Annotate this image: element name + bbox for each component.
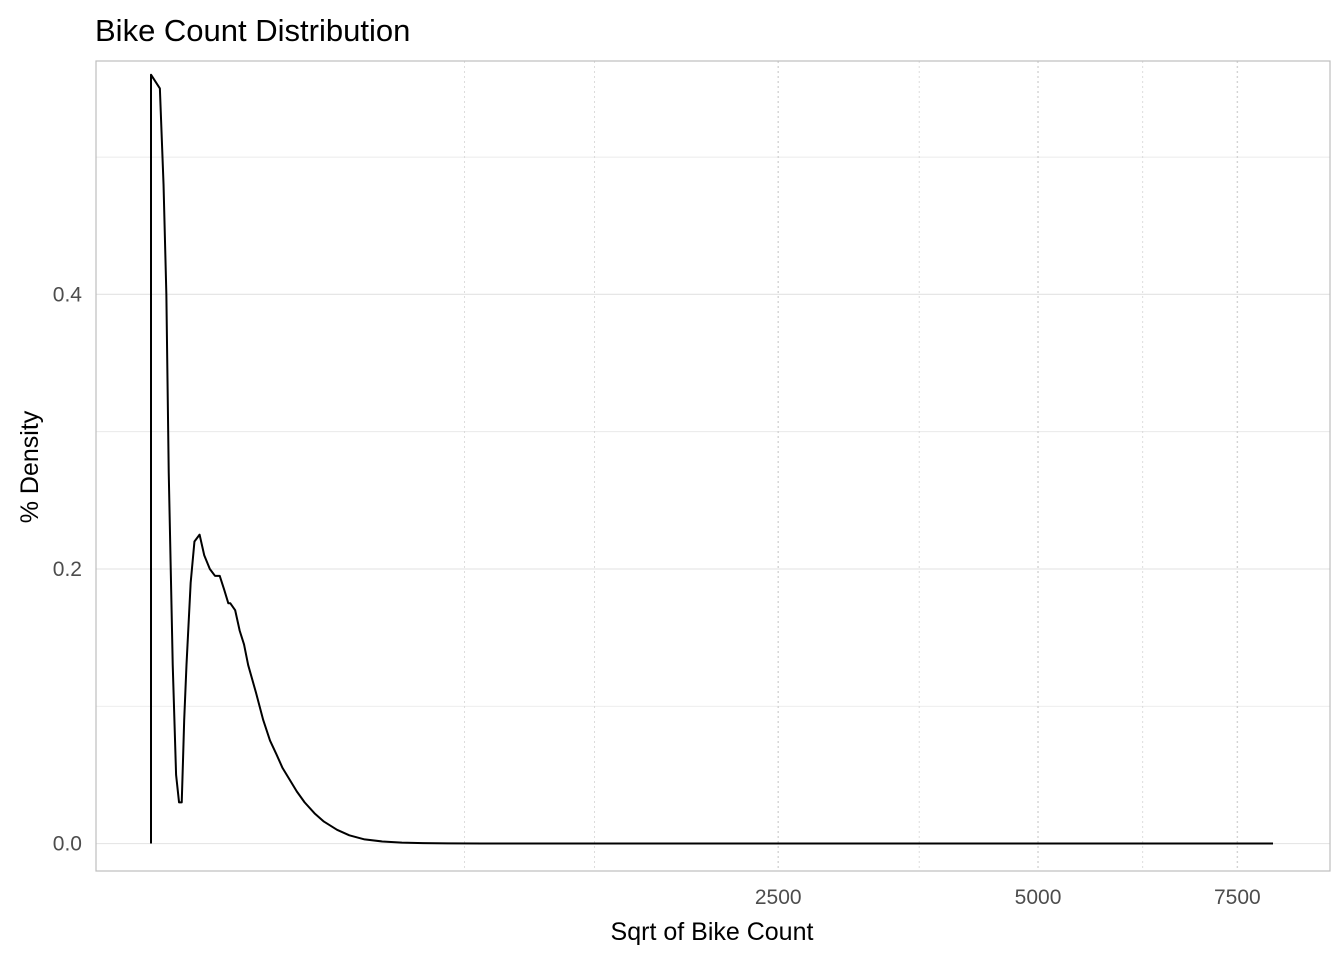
y-axis-title: % Density [16,410,44,523]
y-tick-label: 0.0 [53,833,82,856]
panel-border [95,60,1331,872]
chart-title: Bike Count Distribution [95,13,410,48]
x-axis-ticks: 2500 5000 7500 [755,886,1261,909]
density-series [150,73,1273,845]
grid-lines [96,61,1330,871]
x-tick-label: 2500 [755,886,802,909]
x-axis-title: Sqrt of Bike Count [611,918,814,946]
y-axis-ticks: 0.0 0.2 0.4 [53,283,83,855]
x-tick-label: 5000 [1015,886,1062,909]
x-tick-label: 7500 [1214,886,1261,909]
y-tick-label: 0.4 [53,283,83,306]
density-line [150,73,1273,845]
y-tick-label: 0.2 [53,558,82,581]
